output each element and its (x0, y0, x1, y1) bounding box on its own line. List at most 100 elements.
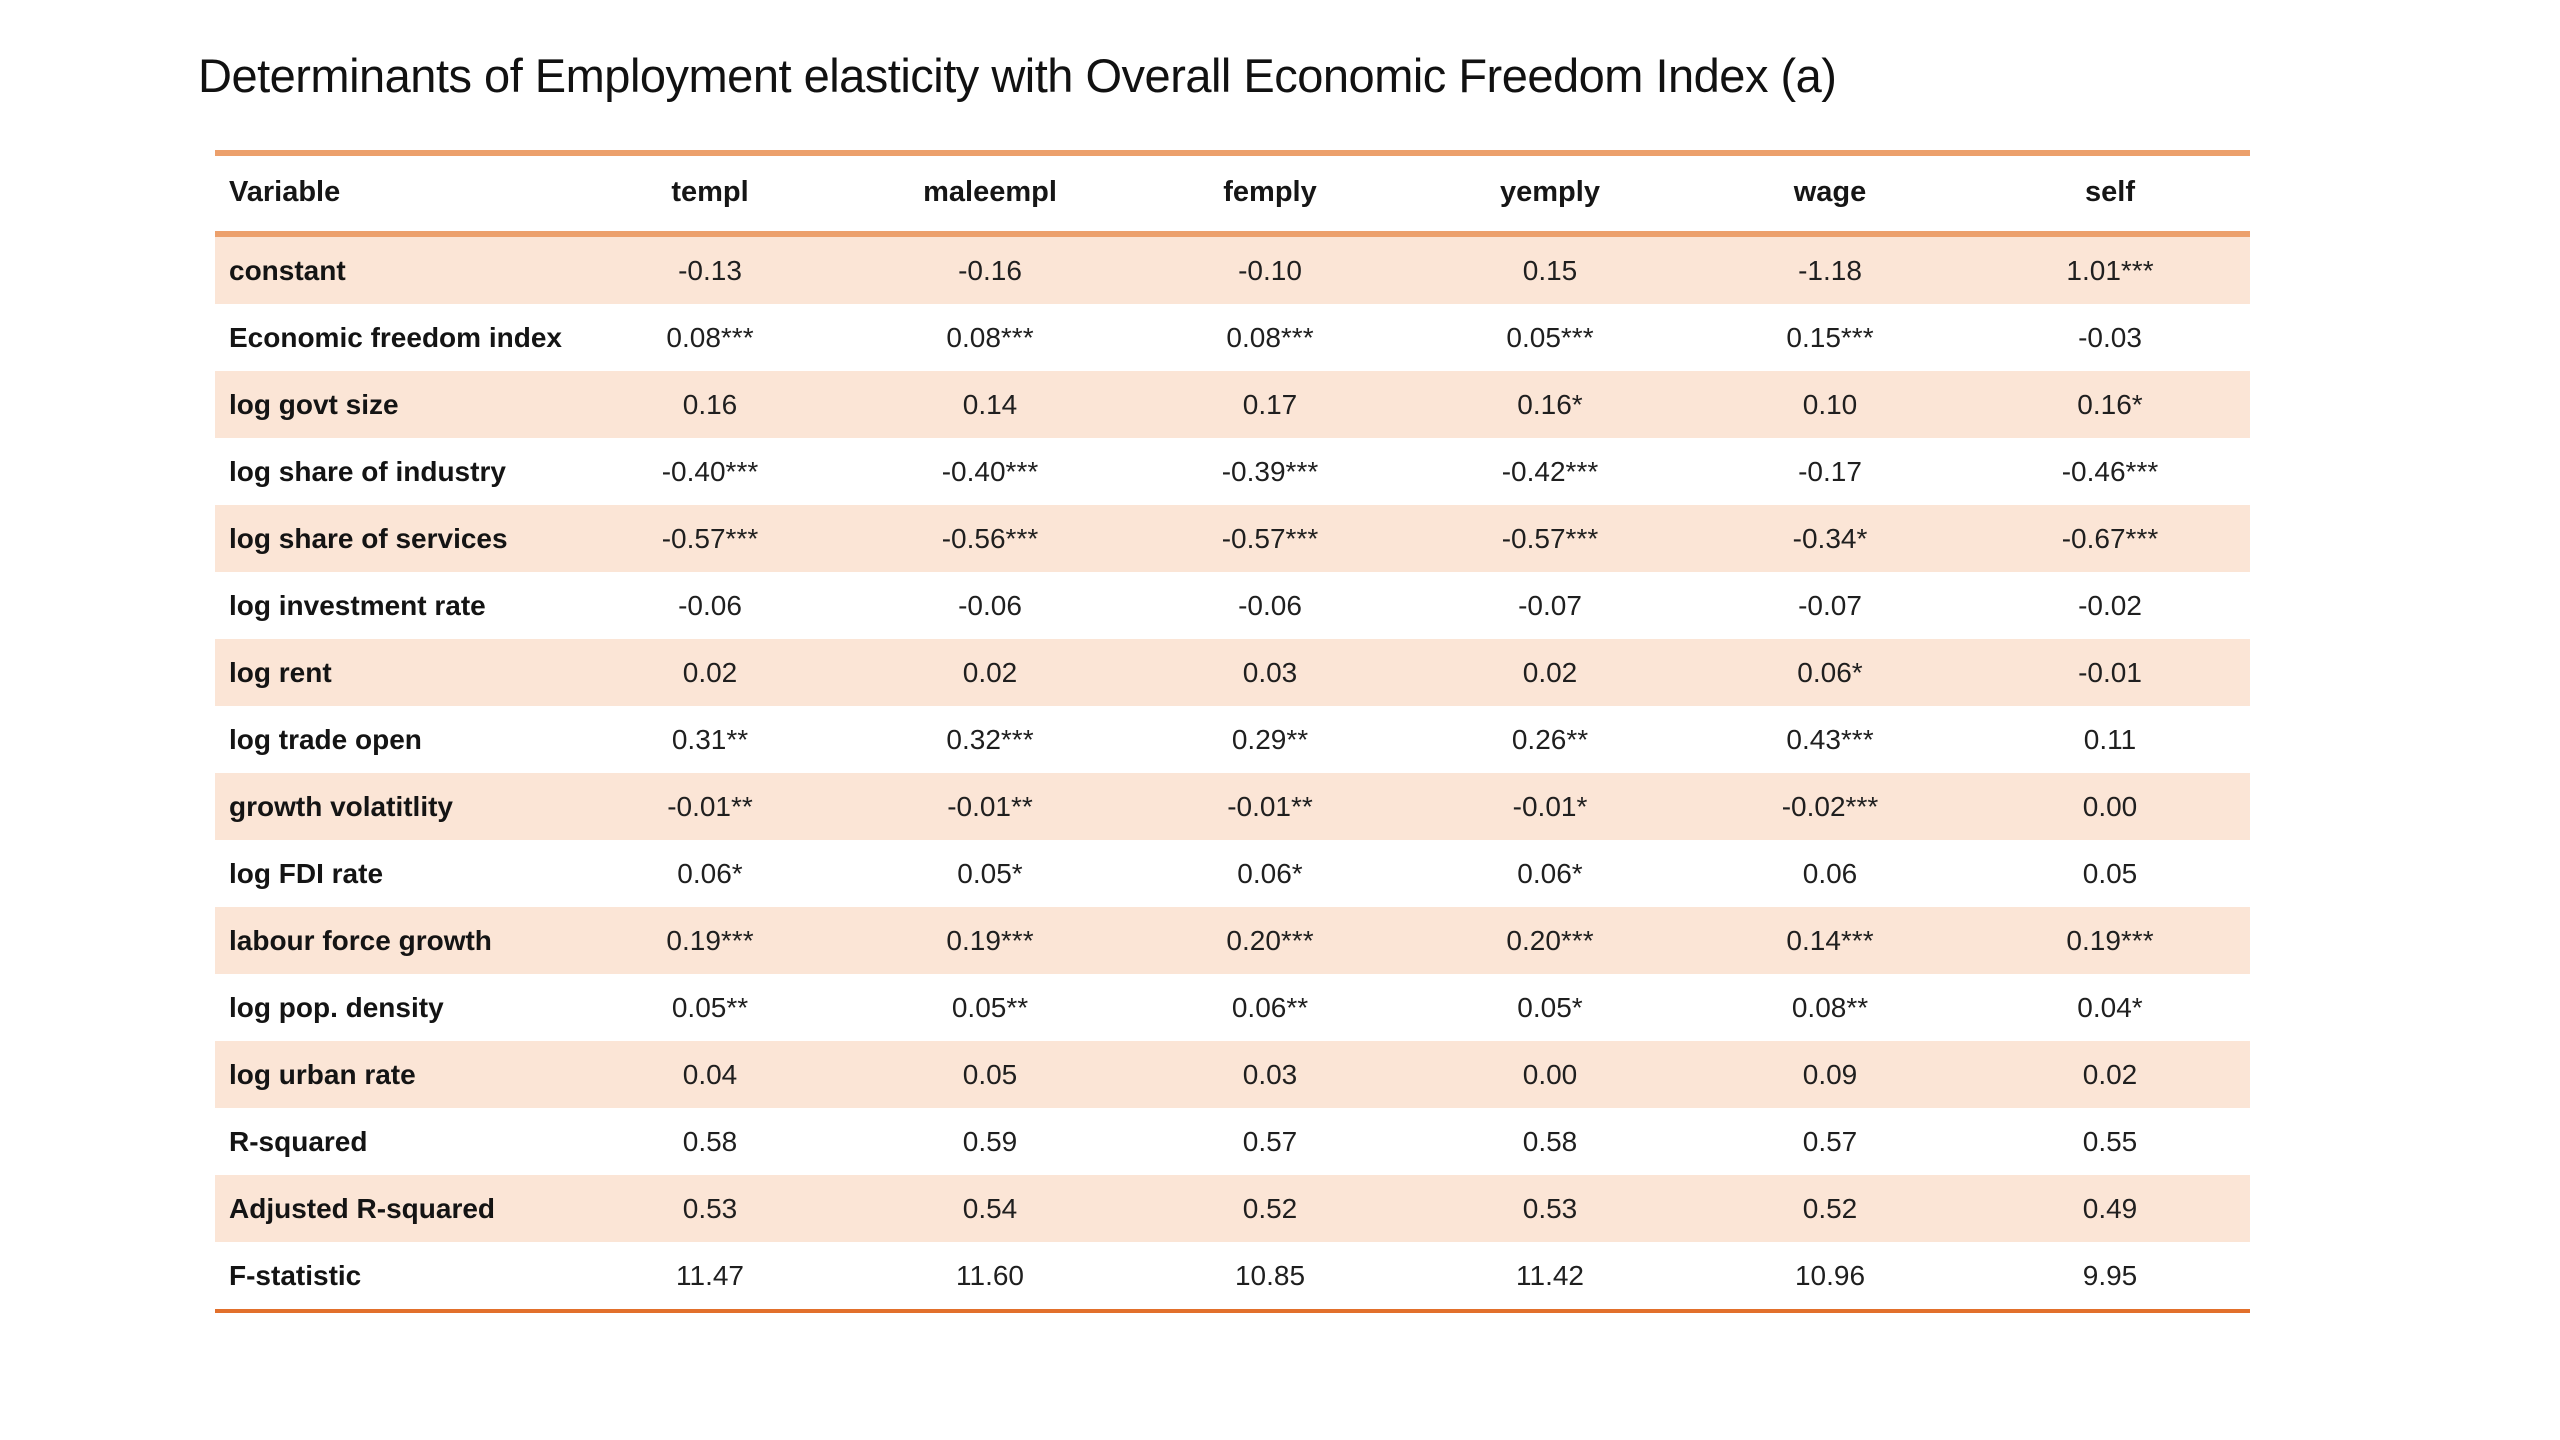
cell-value: 0.16* (1517, 389, 1583, 420)
cell-value: 0.15*** (1786, 322, 1874, 353)
cell-value: 0.06* (1237, 858, 1303, 889)
cell-value: 0.02 (962, 657, 1018, 688)
cell-value: -0.57*** (661, 523, 759, 554)
cell-value: 0.08*** (946, 322, 1034, 353)
cell-value: 0.06* (1797, 657, 1863, 688)
cell-value: 0.57 (1802, 1126, 1858, 1157)
cell-value: 0.02 (682, 657, 738, 688)
cell-value: 0.10 (1802, 389, 1858, 420)
cell-value: 0.02 (2082, 1059, 2138, 1090)
cell-value: -0.01 (2078, 657, 2142, 688)
cell-value: 0.05 (2082, 858, 2138, 889)
row-label: log FDI rate (229, 858, 384, 889)
cell-value: 0.43*** (1786, 724, 1874, 755)
cell-value: 0.54 (962, 1193, 1018, 1224)
table-row: R-squared 0.58 0.59 0.57 0.58 0.57 0.55 (215, 1108, 2250, 1175)
cell-value: 0.02 (1522, 657, 1578, 688)
column-header-wage: wage (1793, 176, 1867, 208)
row-label: R-squared (229, 1126, 368, 1157)
table-row: log govt size 0.16 0.14 0.17 0.16* 0.10 0.16* (215, 371, 2250, 438)
cell-value: 0.16* (2077, 389, 2143, 420)
cell-value: 0.06 (1802, 858, 1858, 889)
cell-value: 0.58 (682, 1126, 738, 1157)
table-row: growth volatitlity -0.01** -0.01** -0.01** -… (215, 773, 2250, 840)
cell-value: 0.19*** (2066, 925, 2154, 956)
cell-value: 0.05* (957, 858, 1023, 889)
column-header-femply: femply (1223, 176, 1317, 208)
cell-value: 0.14 (962, 389, 1018, 420)
cell-value: -0.06 (1238, 590, 1302, 621)
row-label: labour force growth (229, 925, 492, 956)
row-label: constant (229, 255, 346, 286)
cell-value: 0.05 (962, 1059, 1018, 1090)
table-row: log pop. density 0.05** 0.05** 0.06** 0.05* 0… (215, 974, 2250, 1041)
cell-value: -0.42*** (1501, 456, 1599, 487)
cell-value: 0.05*** (1506, 322, 1594, 353)
cell-value: 0.57 (1242, 1126, 1298, 1157)
cell-value: -0.40*** (941, 456, 1039, 487)
cell-value: 0.03 (1242, 1059, 1298, 1090)
row-label: Adjusted R-squared (229, 1193, 496, 1224)
cell-value: -0.01** (667, 791, 753, 822)
page-title: Determinants of Employment elasticity wi… (198, 49, 1837, 102)
cell-value: 0.52 (1802, 1193, 1858, 1224)
cell-value: -0.03 (2078, 322, 2142, 353)
cell-value: -0.10 (1238, 255, 1302, 286)
row-label: log investment rate (229, 590, 486, 621)
table-row: F-statistic 11.47 11.60 10.85 11.42 10.96 9.95 (215, 1242, 2250, 1311)
cell-value: 0.15 (1522, 255, 1578, 286)
cell-value: -1.18 (1798, 255, 1862, 286)
row-label: log share of industry (229, 456, 506, 487)
cell-value: 0.29** (1231, 724, 1309, 755)
cell-value: 0.08** (1791, 992, 1869, 1023)
cell-value: -0.02*** (1781, 791, 1879, 822)
table-body: constant -0.13 -0.16 -0.10 0.15 -1.18 1.01*** E… (215, 234, 2250, 1311)
cell-value: -0.56*** (941, 523, 1039, 554)
cell-value: -0.06 (958, 590, 1022, 621)
column-header-variable: Variable (229, 176, 341, 208)
cell-value: 0.32*** (946, 724, 1034, 755)
row-label: F-statistic (229, 1260, 362, 1291)
cell-value: 0.04* (2077, 992, 2143, 1023)
cell-value: 0.08*** (1226, 322, 1314, 353)
column-header-self: self (2085, 176, 2135, 208)
table-row: log FDI rate 0.06* 0.05* 0.06* 0.06* 0.06 0.05 (215, 840, 2250, 907)
cell-value: -0.02 (2078, 590, 2142, 621)
table-row: log urban rate 0.04 0.05 0.03 0.00 0.09 0.02 (215, 1041, 2250, 1108)
cell-value: 10.96 (1794, 1260, 1866, 1291)
cell-value: -0.16 (958, 255, 1022, 286)
cell-value: 0.04 (682, 1059, 738, 1090)
cell-value: 0.14*** (1786, 925, 1874, 956)
cell-value: 0.20*** (1226, 925, 1314, 956)
cell-value: 11.60 (956, 1260, 1024, 1291)
regression-results-table: Variable templ maleempl femply yemply wage sel… (215, 150, 2250, 1313)
cell-value: -0.34* (1792, 523, 1868, 554)
cell-value: 0.58 (1522, 1126, 1578, 1157)
cell-value: -0.13 (678, 255, 742, 286)
cell-value: 0.03 (1242, 657, 1298, 688)
cell-value: 0.00 (2082, 791, 2138, 822)
cell-value: 0.08*** (666, 322, 754, 353)
cell-value: -0.07 (1518, 590, 1582, 621)
table-row: Economic freedom index 0.08*** 0.08*** 0.08… (215, 304, 2250, 371)
table-row: log share of industry -0.40*** -0.40*** -0.… (215, 438, 2250, 505)
cell-value: -0.67*** (2061, 523, 2159, 554)
cell-value: 0.53 (1522, 1193, 1578, 1224)
row-label: log rent (229, 657, 332, 688)
cell-value: -0.01** (1227, 791, 1313, 822)
cell-value: 0.05* (1517, 992, 1583, 1023)
cell-value: 0.16 (682, 389, 738, 420)
cell-value: 0.53 (682, 1193, 738, 1224)
cell-value: -0.01* (1512, 791, 1588, 822)
header-row: Variable templ maleempl femply yemply wage sel… (215, 153, 2250, 234)
row-label: Economic freedom index (229, 322, 562, 353)
cell-value: 0.06** (1231, 992, 1309, 1023)
column-header-maleempl: maleempl (923, 176, 1057, 208)
cell-value: -0.17 (1798, 456, 1862, 487)
cell-value: 0.17 (1242, 389, 1298, 420)
cell-value: 10.85 (1234, 1260, 1306, 1291)
cell-value: 0.31** (671, 724, 749, 755)
cell-value: 0.11 (2083, 724, 2137, 755)
row-label: log urban rate (229, 1059, 416, 1090)
